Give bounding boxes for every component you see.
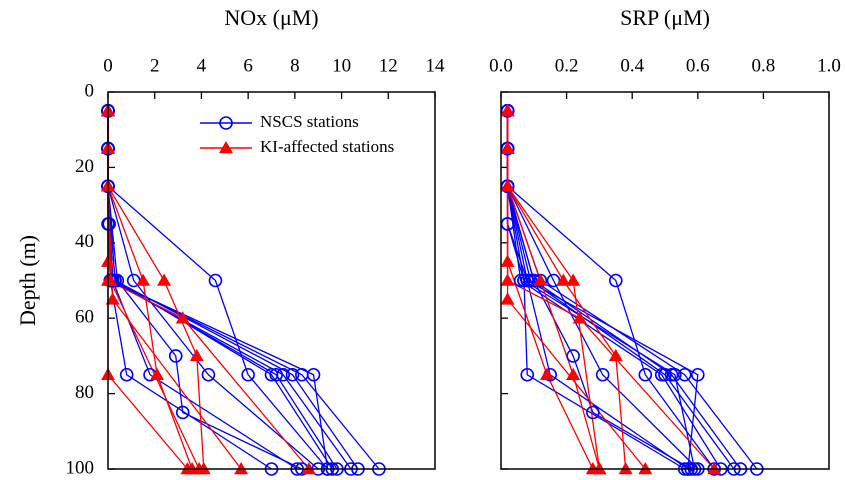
- marker: [566, 367, 581, 380]
- profile-line: [107, 110, 188, 470]
- x-tick-label: 4: [197, 55, 207, 76]
- marker: [520, 367, 535, 382]
- marker: [175, 311, 190, 324]
- y-tick-label: 20: [75, 156, 94, 177]
- marker: [119, 367, 134, 382]
- profile-line: [107, 110, 193, 470]
- y-tick-label: 100: [66, 457, 95, 478]
- marker: [276, 367, 290, 382]
- profile-line: [506, 110, 699, 470]
- marker: [668, 367, 682, 382]
- marker: [658, 367, 672, 382]
- profile-line: [506, 110, 646, 470]
- profile-line: [506, 110, 601, 470]
- profile-line: [506, 110, 699, 470]
- legend-label: NSCS stations: [260, 112, 359, 131]
- x-tick-label: 0.6: [686, 55, 710, 76]
- plot-frame: [107, 91, 436, 470]
- marker: [500, 254, 515, 267]
- marker: [608, 348, 623, 362]
- x-tick-label: 10: [332, 55, 351, 76]
- profile-line: [107, 110, 310, 470]
- marker: [500, 179, 515, 192]
- chart-title: SRP (μM): [620, 5, 710, 30]
- marker: [638, 367, 653, 382]
- marker: [513, 273, 528, 288]
- marker: [572, 311, 587, 324]
- marker: [301, 462, 316, 475]
- marker: [157, 273, 172, 286]
- marker: [520, 273, 535, 288]
- marker: [285, 367, 300, 382]
- y-tick-label: 0: [85, 80, 95, 101]
- marker: [136, 273, 151, 286]
- marker: [566, 273, 581, 286]
- x-tick-label: 8: [290, 55, 300, 76]
- x-tick-label: 0.0: [489, 55, 513, 76]
- profile-line: [506, 110, 594, 470]
- marker: [175, 405, 190, 420]
- legend-marker: [219, 141, 233, 154]
- marker: [664, 367, 679, 382]
- x-tick-label: 6: [243, 55, 253, 76]
- marker: [168, 349, 183, 363]
- marker: [592, 462, 607, 475]
- y-tick-label: 40: [75, 231, 94, 252]
- x-tick-label: 2: [150, 55, 160, 76]
- marker: [306, 367, 321, 382]
- chart-title: NOx (μM): [224, 5, 318, 30]
- marker: [566, 349, 580, 363]
- marker: [618, 462, 633, 475]
- marker: [556, 273, 571, 286]
- marker: [654, 367, 669, 382]
- x-tick-label: 12: [379, 55, 398, 76]
- marker: [690, 367, 705, 382]
- marker: [707, 462, 722, 475]
- marker: [638, 462, 653, 475]
- profile-line: [107, 110, 200, 470]
- y-axis-label: Depth (m): [15, 235, 40, 326]
- x-tick-label: 0.8: [752, 55, 776, 76]
- profile-line: [107, 110, 359, 470]
- marker: [105, 292, 120, 305]
- marker: [517, 273, 531, 288]
- marker: [500, 141, 515, 154]
- profile-line: [506, 110, 601, 470]
- plot-frame: [500, 91, 830, 470]
- marker: [586, 405, 600, 420]
- marker: [500, 273, 515, 286]
- marker: [677, 367, 692, 382]
- marker: [539, 367, 554, 380]
- y-tick-label: 60: [75, 307, 94, 328]
- marker: [533, 273, 548, 286]
- x-tick-label: 0: [103, 55, 113, 76]
- x-tick-label: 0.4: [620, 55, 644, 76]
- x-tick-label: 0.2: [555, 55, 579, 76]
- marker: [269, 367, 283, 382]
- marker: [189, 348, 204, 362]
- profile-line: [107, 110, 298, 470]
- x-tick-label: 1.0: [817, 55, 841, 76]
- x-tick-label: 14: [426, 55, 446, 76]
- marker: [234, 462, 249, 475]
- profile-line: [506, 110, 741, 470]
- marker: [102, 217, 116, 231]
- marker: [608, 273, 623, 288]
- marker: [150, 367, 165, 380]
- marker: [241, 367, 255, 382]
- marker: [201, 367, 216, 382]
- y-tick-label: 80: [75, 382, 94, 403]
- legend-marker: [219, 116, 233, 130]
- marker: [103, 273, 118, 286]
- marker: [500, 292, 515, 305]
- profile-line: [107, 110, 380, 470]
- marker: [595, 367, 610, 382]
- marker: [208, 273, 223, 288]
- profile-line: [107, 110, 303, 470]
- marker: [500, 103, 515, 117]
- marker: [192, 462, 207, 475]
- legend-label: KI-affected stations: [260, 137, 394, 156]
